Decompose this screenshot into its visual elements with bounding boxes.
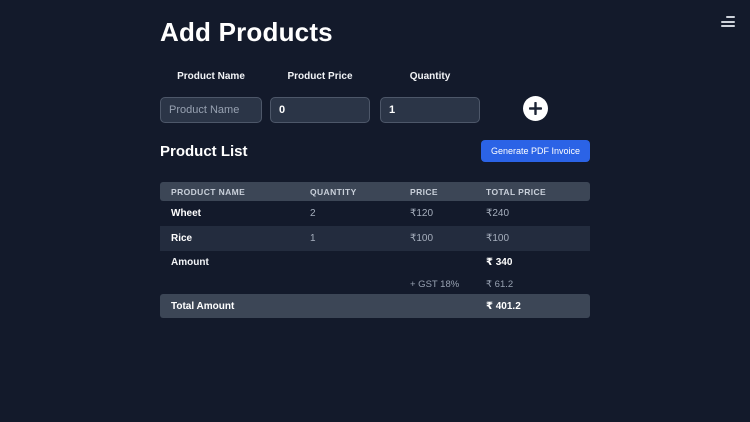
cell-quantity: 2: [310, 208, 316, 219]
product-price-label: Product Price: [287, 71, 353, 82]
hamburger-menu-icon[interactable]: [717, 14, 735, 29]
gst-label: + GST 18%: [410, 278, 460, 290]
table-row: Rice 1 ₹100 ₹100: [160, 226, 590, 251]
cell-quantity: 1: [310, 233, 316, 244]
generate-pdf-invoice-button[interactable]: Generate PDF Invoice: [480, 140, 590, 162]
gst-row: + GST 18% ₹ 61.2: [160, 274, 590, 294]
amount-value: ₹ 340: [486, 257, 513, 268]
product-name-field-group: Product Name: [160, 71, 262, 123]
cell-product-name: Wheet: [171, 208, 201, 219]
amount-row: Amount ₹ 340: [160, 251, 590, 274]
product-list-title: Product List: [160, 142, 248, 160]
amount-label: Amount: [171, 257, 209, 268]
product-table: PRODUCT NAME QUANTITY PRICE TOTAL PRICE …: [160, 182, 590, 318]
header-price: PRICE: [410, 186, 438, 197]
add-product-button[interactable]: [522, 96, 548, 121]
header-quantity: QUANTITY: [310, 186, 357, 197]
quantity-field-group: Quantity: [380, 71, 480, 123]
product-name-label: Product Name: [177, 71, 245, 82]
total-amount-label: Total Amount: [171, 300, 235, 312]
product-name-input[interactable]: [160, 97, 262, 123]
product-price-field-group: Product Price: [270, 71, 370, 123]
table-row: Wheet 2 ₹120 ₹240: [160, 201, 590, 226]
quantity-input[interactable]: [380, 97, 480, 123]
add-button-wrapper: [480, 96, 590, 121]
table-header-row: PRODUCT NAME QUANTITY PRICE TOTAL PRICE: [160, 182, 590, 201]
menu-bar: [726, 16, 735, 18]
product-list-header: Product List Generate PDF Invoice: [160, 140, 590, 162]
total-amount-value: ₹ 401.2: [486, 300, 521, 312]
plus-icon: [528, 102, 542, 115]
cell-price: ₹100: [410, 233, 434, 244]
product-price-input[interactable]: [270, 97, 370, 123]
menu-bar: [721, 20, 735, 23]
main-content: Add Products Product Name Product Price …: [160, 0, 590, 318]
total-amount-row: Total Amount ₹ 401.2: [160, 294, 590, 318]
add-product-form: Product Name Product Price Quantity: [160, 71, 590, 123]
menu-bar: [721, 25, 735, 27]
cell-product-name: Rice: [171, 233, 193, 244]
page-title: Add Products: [160, 17, 333, 47]
quantity-label: Quantity: [409, 71, 451, 82]
header-product-name: PRODUCT NAME: [171, 186, 246, 197]
gst-value: ₹ 61.2: [486, 278, 514, 290]
cell-total-price: ₹100: [486, 233, 510, 244]
header-total-price: TOTAL PRICE: [486, 186, 547, 197]
cell-price: ₹120: [410, 208, 434, 219]
cell-total-price: ₹240: [486, 208, 510, 219]
